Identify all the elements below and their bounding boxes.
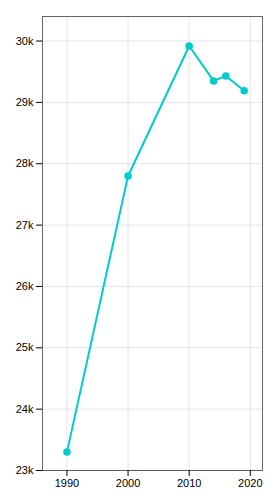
svg-text:26k: 26k	[16, 280, 34, 292]
svg-text:28k: 28k	[16, 157, 34, 169]
svg-text:29k: 29k	[16, 96, 34, 108]
svg-text:23k: 23k	[16, 464, 34, 476]
svg-text:1990: 1990	[55, 477, 79, 489]
svg-text:2000: 2000	[116, 477, 140, 489]
svg-text:24k: 24k	[16, 403, 34, 415]
svg-text:25k: 25k	[16, 341, 34, 353]
svg-text:2010: 2010	[177, 477, 201, 489]
svg-text:2020: 2020	[238, 477, 262, 489]
svg-text:27k: 27k	[16, 219, 34, 231]
svg-text:30k: 30k	[16, 35, 34, 47]
